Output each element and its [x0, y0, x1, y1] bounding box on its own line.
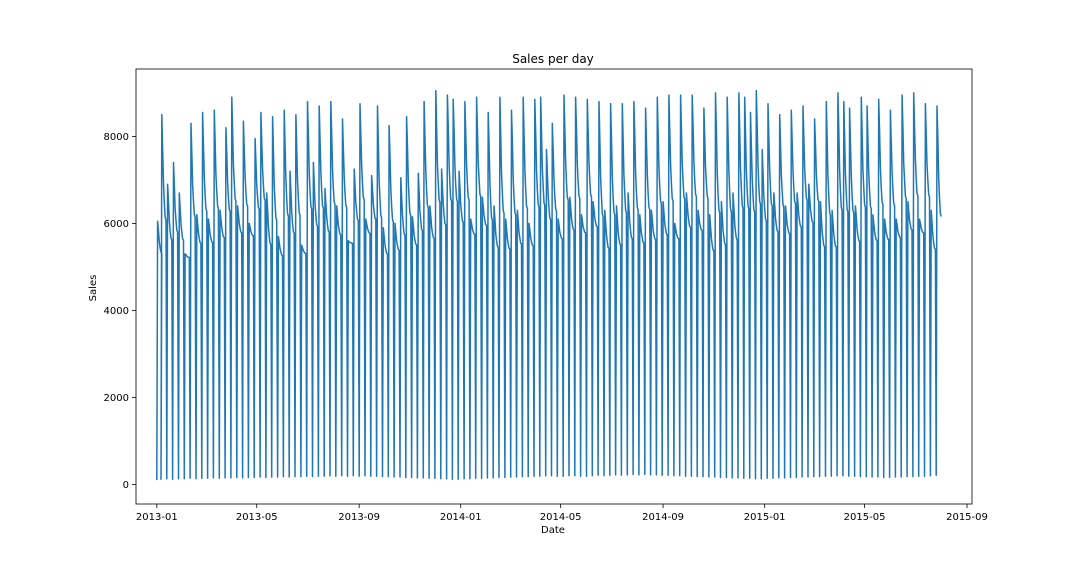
x-axis: 2013-01 2013-05 2013-09 2014-01 2014-05 2014-…: [136, 504, 988, 523]
plot-frame: [135, 68, 973, 505]
y-tick-label: 6000: [104, 219, 129, 230]
x-tick-label: 2014-09: [642, 512, 684, 523]
y-tick-label: 4000: [104, 306, 129, 317]
x-tick-label: 2015-01: [744, 512, 786, 523]
plot-area: [156, 90, 942, 481]
x-tick-label: 2013-05: [236, 512, 278, 523]
chart-title: Sales per day: [512, 52, 594, 66]
y-tick-label: 2000: [104, 393, 129, 404]
x-tick-label: 2015-09: [946, 512, 988, 523]
x-tick-label: 2013-01: [136, 512, 178, 523]
y-tick-label: 0: [123, 480, 129, 491]
x-tick-label: 2013-09: [338, 512, 380, 523]
x-tick-label: 2014-05: [540, 512, 582, 523]
x-tick-label: 2014-01: [440, 512, 482, 523]
y-axis-label: Sales: [88, 275, 99, 302]
x-tick-label: 2015-05: [844, 512, 886, 523]
y-tick-label: 8000: [104, 132, 129, 143]
x-axis-label: Date: [541, 525, 565, 536]
y-axis: 0 2000 4000 6000 8000: [104, 132, 136, 491]
sales-series-line: [156, 90, 942, 481]
